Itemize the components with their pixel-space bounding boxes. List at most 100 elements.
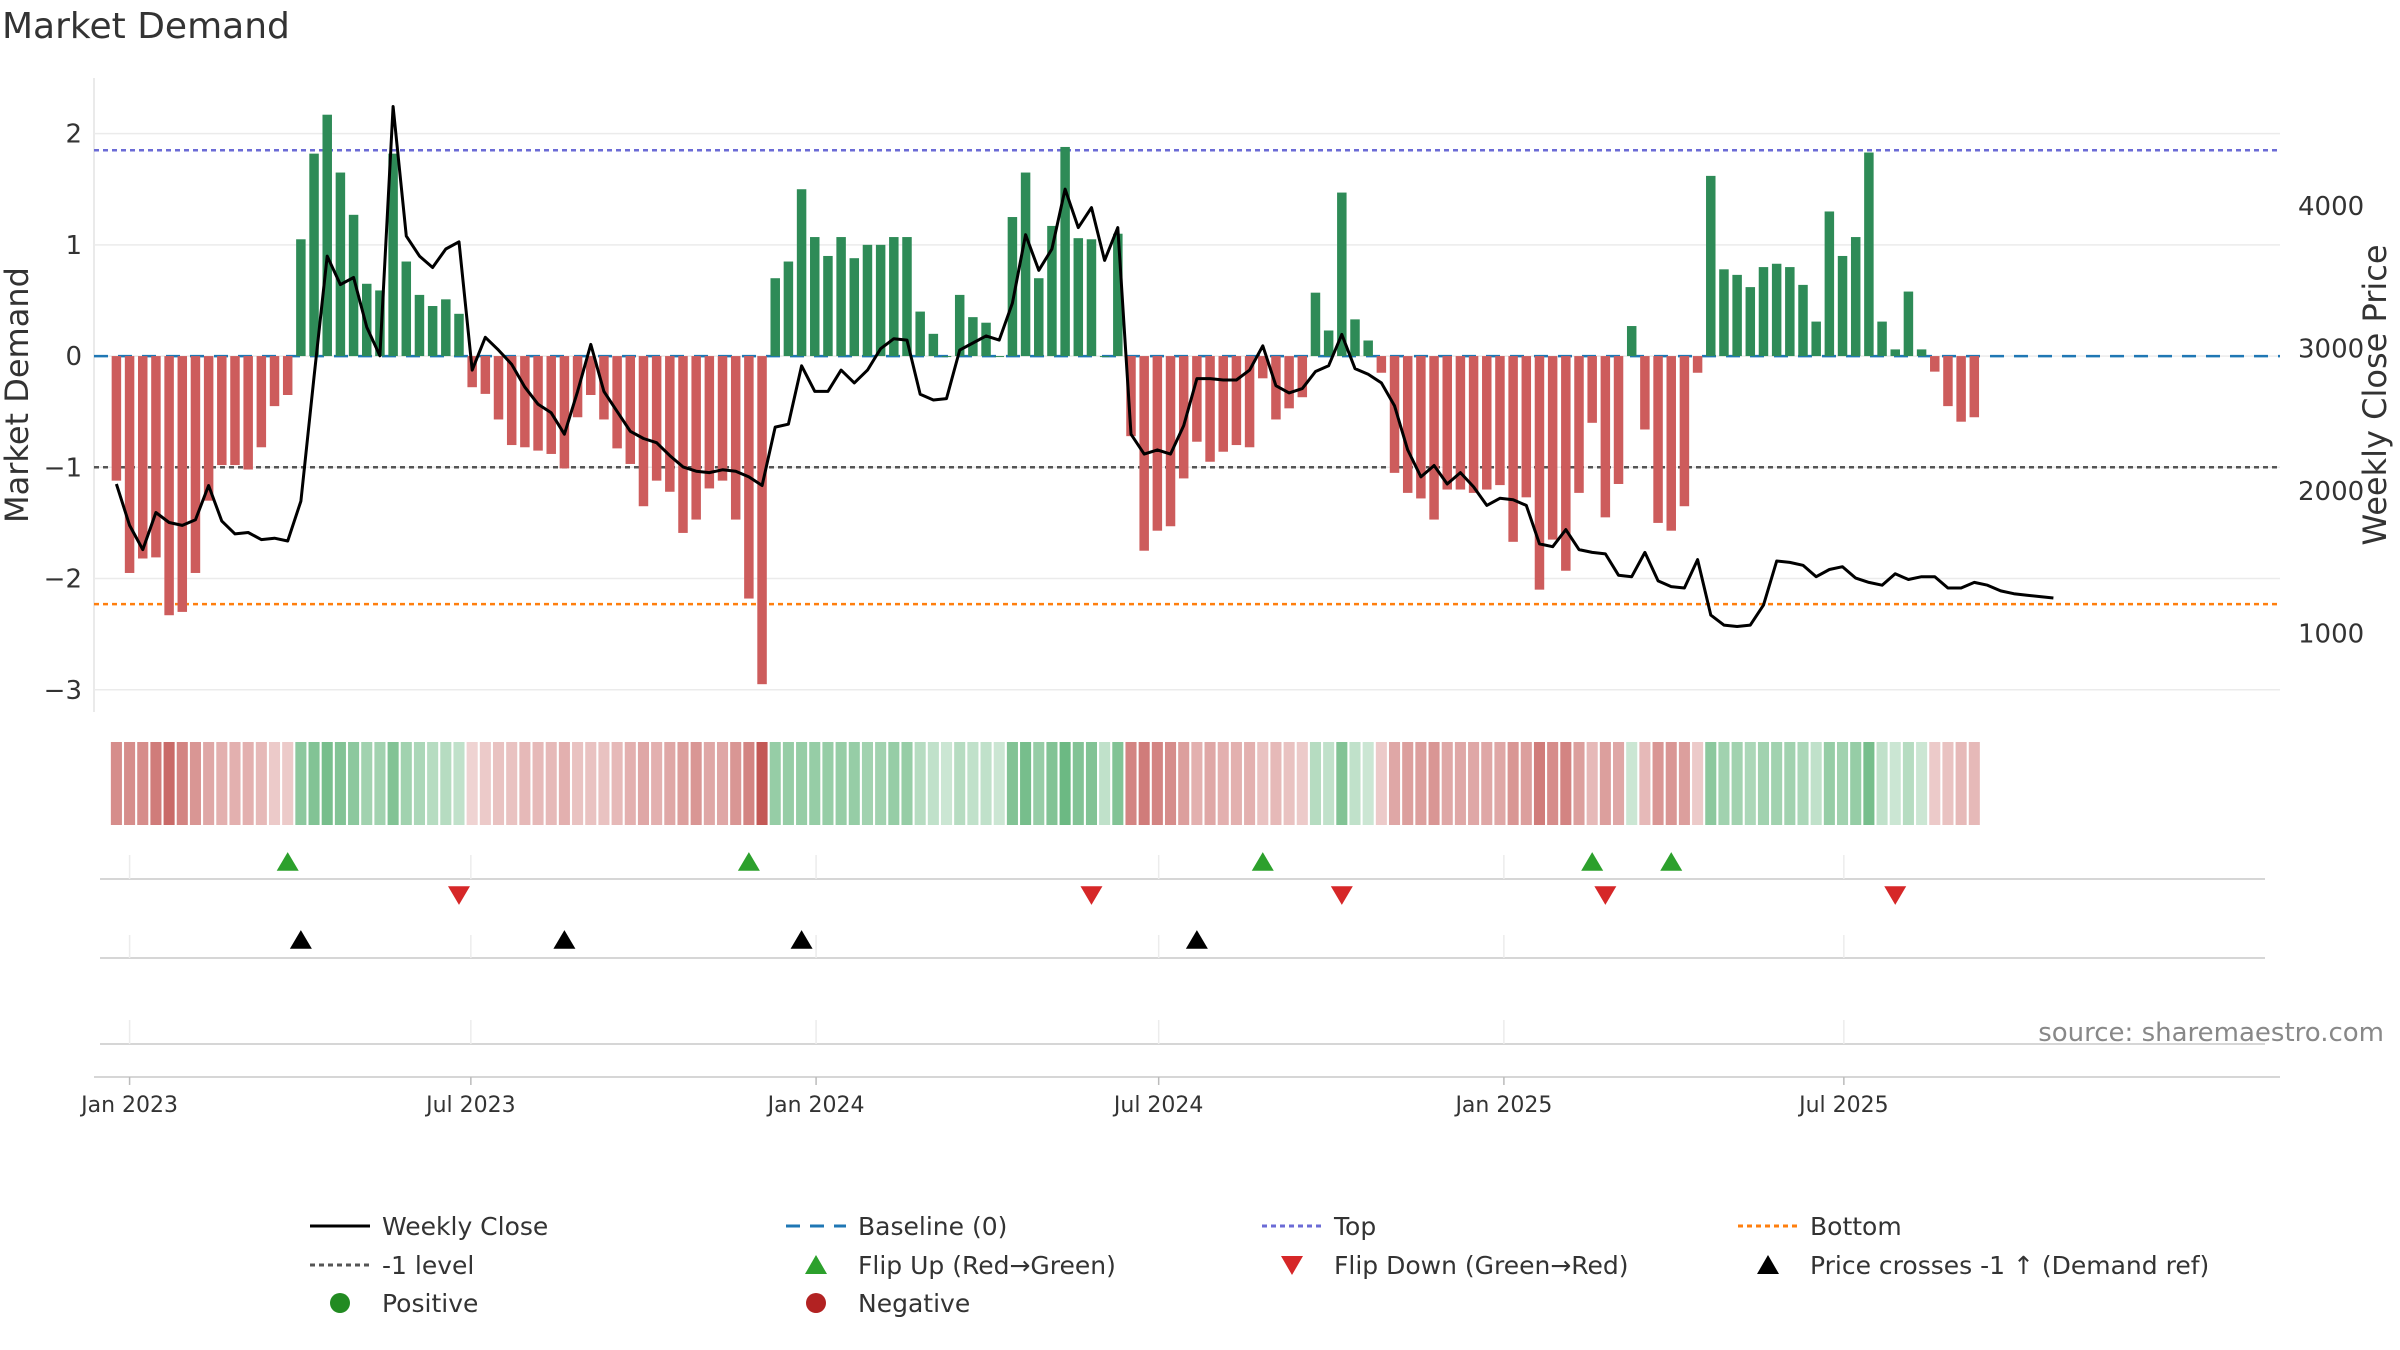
heat-band-cell xyxy=(1889,742,1901,825)
heat-band-cell xyxy=(321,742,333,825)
demand-bar xyxy=(124,356,135,573)
demand-bar xyxy=(151,356,161,558)
legend-item: Positive xyxy=(330,1289,478,1318)
demand-bar xyxy=(309,153,319,357)
heat-band-cell xyxy=(427,742,439,825)
demand-bar xyxy=(704,356,715,489)
demand-bar xyxy=(217,356,227,466)
heat-band-cell xyxy=(1204,742,1216,825)
heat-band-cell xyxy=(268,742,281,825)
demand-bar xyxy=(1231,356,1242,446)
heat-band-cell xyxy=(137,742,149,825)
heat-band-cell xyxy=(1388,742,1401,825)
heat-band-cell xyxy=(1718,742,1730,825)
heat-band-cell xyxy=(1257,742,1269,825)
heat-band-cell xyxy=(348,742,360,825)
demand-bar xyxy=(138,356,148,559)
demand-bar xyxy=(1969,356,1980,418)
demand-bar xyxy=(1561,356,1571,571)
demand-bar xyxy=(243,356,253,470)
legend-swatch-circle xyxy=(806,1293,826,1313)
demand-bar xyxy=(546,356,556,454)
demand-bar xyxy=(849,258,860,357)
demand-bar xyxy=(954,294,965,357)
demand-bar xyxy=(981,322,991,357)
heat-band-cell xyxy=(954,742,966,825)
flip-up-marker xyxy=(737,852,760,871)
heat-band-cell xyxy=(519,742,531,825)
heat-band-cell xyxy=(1547,742,1559,825)
heat-band-cell xyxy=(1837,742,1849,825)
demand-bar xyxy=(665,356,675,492)
demand-bar xyxy=(1482,356,1492,490)
heat-band-cell xyxy=(1705,742,1717,825)
demand-bar xyxy=(1850,237,1861,357)
demand-bar xyxy=(1824,211,1835,357)
heat-band-cell xyxy=(1125,742,1137,825)
heat-band-cell xyxy=(1468,742,1480,825)
heat-band-cell xyxy=(1520,742,1532,825)
heat-band-cell xyxy=(940,742,953,825)
demand-bar xyxy=(1521,356,1532,498)
legend-label: Price crosses -1 ↑ (Demand ref) xyxy=(1810,1251,2209,1280)
demand-bar xyxy=(1429,356,1439,520)
chart-title: Market Demand xyxy=(2,6,290,47)
heat-band-cell xyxy=(888,742,900,825)
heat-band-cell xyxy=(440,742,452,825)
legend-label: Flip Down (Green→Red) xyxy=(1334,1251,1629,1280)
demand-bar xyxy=(783,261,794,357)
demand-bar xyxy=(691,356,701,520)
flip-down-marker xyxy=(1884,886,1907,905)
legend-item: Flip Up (Red→Green) xyxy=(805,1251,1116,1280)
demand-bar xyxy=(375,290,385,357)
legend-label: Flip Up (Red→Green) xyxy=(858,1251,1116,1280)
heat-band-cell xyxy=(1823,742,1835,825)
heat-band-cell xyxy=(1902,742,1914,825)
price-cross-marker xyxy=(790,930,813,949)
demand-bar xyxy=(1890,349,1900,357)
y-tick-label: −3 xyxy=(44,676,82,706)
heat-band-cell xyxy=(1415,742,1427,825)
heat-band-cell xyxy=(1599,742,1611,825)
heat-band-cell xyxy=(1481,742,1493,825)
legend-swatch-triangle-up xyxy=(1757,1255,1779,1274)
heat-band-cell xyxy=(374,742,386,825)
heat-band-cell xyxy=(1191,742,1203,825)
heat-band-cell xyxy=(1217,742,1229,825)
demand-bar xyxy=(941,356,952,358)
heat-band-cell xyxy=(782,742,794,825)
heat-band-cell xyxy=(1138,742,1150,825)
heat-band-cell xyxy=(1164,742,1177,825)
heat-band-cell xyxy=(1270,742,1282,825)
heat-band-cell xyxy=(1626,742,1638,825)
heat-band-cell xyxy=(1309,742,1322,825)
heat-band-cell xyxy=(1230,742,1242,825)
demand-bar xyxy=(1547,356,1558,540)
heat-band-cell xyxy=(993,742,1005,825)
heat-band-cell xyxy=(334,742,346,825)
demand-bar xyxy=(862,244,873,357)
heat-band-cell xyxy=(255,742,267,825)
demand-bar xyxy=(1956,356,1966,422)
heat-band-cell xyxy=(1336,742,1348,825)
flip-down-marker xyxy=(447,886,470,905)
demand-bar xyxy=(823,255,833,357)
heat-band-cell xyxy=(1560,742,1572,825)
legend-label: Positive xyxy=(382,1289,478,1318)
legend-item: Baseline (0) xyxy=(786,1212,1007,1241)
demand-bar xyxy=(1864,152,1874,357)
demand-bar xyxy=(467,356,477,388)
heat-band-cell xyxy=(1876,742,1888,825)
heat-band-cell xyxy=(1244,742,1256,825)
flip-up-marker xyxy=(1251,852,1274,871)
legend-item: Weekly Close xyxy=(310,1212,548,1241)
demand-bar xyxy=(875,244,886,357)
demand-bar xyxy=(836,237,846,357)
heat-band-cell xyxy=(295,742,307,825)
heat-band-cell xyxy=(1586,742,1598,825)
demand-bar xyxy=(1468,356,1479,493)
demand-bar xyxy=(1376,356,1387,373)
heat-band-cell xyxy=(1929,742,1941,825)
heat-band-cell xyxy=(690,742,702,825)
